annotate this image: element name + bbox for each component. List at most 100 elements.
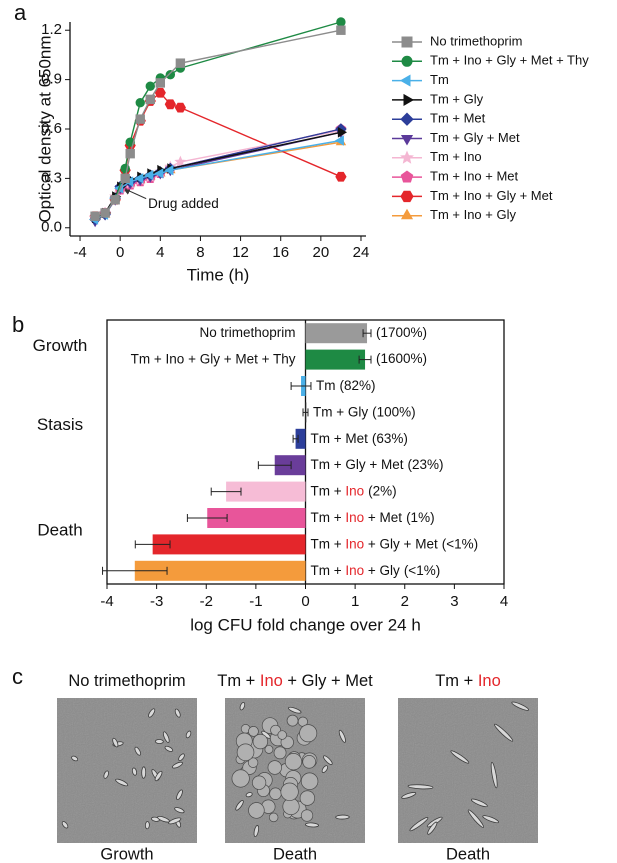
data-point: [334, 135, 344, 146]
x-axis-title: Time (h): [187, 265, 250, 284]
category-label-part: Tm + Met: [311, 430, 369, 445]
lysed-cell: [299, 790, 316, 806]
percent-label: (82%): [339, 378, 375, 393]
image-title-part: Ino: [478, 672, 501, 690]
category-label-part: + Met: [364, 510, 402, 525]
cell: [494, 723, 514, 742]
cell: [168, 817, 182, 825]
legend-marker: [400, 208, 414, 220]
micrograph: [57, 698, 197, 843]
data-point: [135, 114, 145, 124]
lysed-cell: [231, 769, 250, 788]
percent-label: (1700%): [376, 325, 427, 340]
bar: [226, 481, 306, 502]
error-bar: [362, 329, 372, 338]
category-label-part: Tm +: [311, 510, 346, 525]
image-title: Tm + Ino + Gly + Met: [217, 672, 373, 690]
data-point: [164, 99, 176, 110]
data-point: [110, 195, 120, 205]
category-label: Tm + Met (63%): [311, 430, 408, 445]
x-tick-label: -3: [150, 593, 163, 610]
data-point: [335, 171, 347, 182]
y-tick-label: 0.3: [41, 169, 62, 186]
error-bar: [358, 355, 372, 364]
percent-label: (2%): [368, 483, 397, 498]
category-label: Tm + Ino + Gly + Met (<1%): [311, 536, 479, 551]
image-title-part: Ino: [260, 672, 283, 690]
legend-marker: [401, 55, 413, 67]
panel-label: c: [12, 664, 23, 689]
lysed-cell: [300, 809, 314, 822]
cell: [450, 750, 470, 764]
micrograph: [398, 698, 538, 843]
category-label-part: + Gly + Met: [364, 536, 438, 551]
cell: [467, 809, 484, 828]
image-title: Tm + Ino: [435, 672, 501, 690]
cell: [304, 822, 319, 828]
error-bar: [134, 540, 171, 549]
cell: [511, 701, 530, 711]
cell: [134, 746, 142, 756]
data-point: [145, 81, 155, 91]
image-caption: Death: [446, 845, 490, 863]
category-label-part: Tm +: [311, 483, 346, 498]
bar: [207, 508, 306, 528]
x-tick-label: -1: [249, 593, 262, 610]
data-point: [165, 69, 176, 80]
bar: [152, 534, 306, 555]
legend-label: Tm + Met: [430, 111, 486, 126]
panel-label: a: [14, 0, 27, 25]
lysed-cell: [248, 802, 265, 819]
image-title-part: Tm +: [435, 672, 478, 690]
lysed-cell: [302, 755, 316, 769]
x-tick-label: 2: [401, 593, 409, 610]
data-point: [174, 102, 186, 113]
cell: [427, 821, 438, 835]
percent-label: (100%): [372, 404, 416, 419]
category-label-part: Tm: [316, 378, 336, 393]
category-label-part: Tm + Gly: [313, 404, 368, 419]
bar: [305, 323, 368, 344]
category-label-part: Tm + Ino + Gly + Met + Thy: [131, 351, 296, 366]
cell: [141, 766, 147, 779]
cell: [288, 706, 302, 714]
legend-label: Tm: [430, 72, 449, 87]
legend-marker: [400, 190, 414, 203]
y-axis-title: Optical density at 650nm: [35, 35, 54, 222]
lysed-cell: [252, 733, 269, 750]
micrograph: [225, 698, 365, 843]
group-label: Death: [37, 521, 82, 540]
data-point: [154, 87, 166, 98]
legend-label: Tm + Gly: [430, 91, 484, 106]
legend-marker: [400, 112, 414, 126]
data-point: [174, 155, 187, 168]
cell: [185, 730, 192, 739]
x-tick-label: 20: [313, 244, 330, 261]
lysed-cell: [299, 724, 318, 743]
category-label: Tm + Ino (2%): [311, 483, 397, 498]
error-bar: [257, 461, 292, 470]
legend-label: Tm + Ino + Gly + Met: [430, 188, 553, 203]
cell: [470, 798, 488, 808]
legend-label: Tm + Ino: [430, 149, 482, 164]
category-label: Tm + Gly (100%): [313, 404, 416, 419]
legend-marker: [400, 150, 414, 164]
legend-label: Tm + Ino + Gly + Met + Thy: [430, 53, 589, 68]
cell: [235, 800, 244, 811]
data-point: [154, 168, 164, 179]
cell: [245, 792, 253, 798]
cell: [131, 767, 138, 776]
percent-label: (1%): [406, 510, 435, 525]
data-point: [145, 94, 155, 105]
lysed-cell: [268, 812, 279, 823]
lysed-cell: [264, 745, 274, 754]
cell: [239, 702, 246, 711]
image-title: No trimethoprim: [68, 672, 185, 690]
y-tick-label: 0.6: [41, 120, 62, 137]
category-label: Tm + Gly + Met (23%): [311, 457, 444, 472]
error-bar: [102, 566, 168, 575]
cell: [171, 761, 183, 769]
category-label-part: Ino: [345, 562, 364, 577]
data-point: [155, 78, 166, 88]
